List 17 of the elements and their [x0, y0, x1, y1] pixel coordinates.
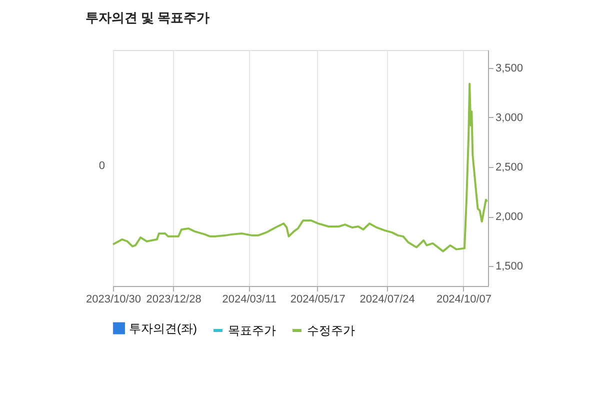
- y-tick-label: 3,000: [496, 112, 524, 124]
- x-tick-label: 2023/12/28: [146, 294, 202, 306]
- y-tick-label: 2,500: [496, 162, 524, 174]
- x-tick-label: 2023/10/30: [86, 294, 142, 306]
- legend-label: 수정주가: [307, 324, 355, 338]
- line-series: [112, 82, 488, 252]
- y-tick-label: 1,500: [496, 260, 524, 273]
- text: 0: [98, 160, 105, 172]
- chart-title: 투자의견 및 목표주가: [85, 10, 210, 25]
- x-tick-label: 2024/03/11: [222, 294, 277, 306]
- x-tick-label: 2024/07/24: [360, 294, 415, 306]
- x-tick-label: 2024/10/07: [436, 294, 492, 306]
- legend-label: 목표주가: [228, 324, 276, 338]
- y-tick-label: 2,000: [496, 211, 524, 224]
- y-tick-label: 3,500: [496, 62, 524, 74]
- x-tick-label: 2024/05/17: [290, 294, 346, 306]
- legend-label: 투자의견(좌): [129, 321, 197, 336]
